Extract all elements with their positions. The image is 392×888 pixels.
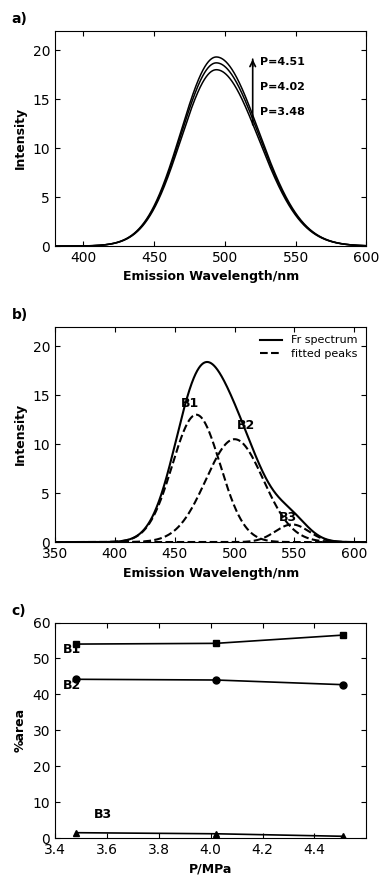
- Text: B3: B3: [94, 808, 112, 821]
- Text: b): b): [11, 308, 28, 322]
- Text: B3: B3: [279, 511, 297, 524]
- Y-axis label: Intensity: Intensity: [14, 107, 27, 170]
- X-axis label: Emission Wavelength/nm: Emission Wavelength/nm: [123, 567, 299, 580]
- Legend: Fr spectrum, fitted peaks: Fr spectrum, fitted peaks: [256, 332, 361, 362]
- X-axis label: Emission Wavelength/nm: Emission Wavelength/nm: [123, 271, 299, 283]
- Text: B2: B2: [63, 679, 81, 692]
- X-axis label: P/MPa: P/MPa: [189, 862, 232, 876]
- Y-axis label: Intensity: Intensity: [14, 403, 27, 465]
- Text: B2: B2: [237, 419, 255, 432]
- Text: c): c): [11, 604, 26, 618]
- Text: P=3.48: P=3.48: [260, 107, 305, 117]
- Text: P=4.51: P=4.51: [260, 58, 305, 67]
- Text: a): a): [11, 12, 27, 27]
- Text: B1: B1: [63, 643, 81, 656]
- Text: B1: B1: [181, 397, 199, 410]
- Y-axis label: %area: %area: [14, 709, 27, 752]
- Text: P=4.02: P=4.02: [260, 83, 305, 92]
